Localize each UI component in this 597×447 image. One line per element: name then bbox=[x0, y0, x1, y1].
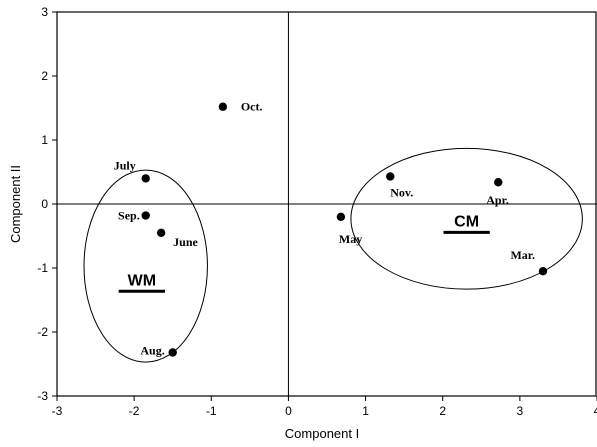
x-tick-label: -2 bbox=[129, 404, 140, 418]
y-tick-label: -1 bbox=[37, 261, 48, 275]
point-label: Oct. bbox=[241, 100, 263, 114]
data-point bbox=[494, 178, 503, 187]
group-label: CM bbox=[454, 213, 479, 230]
data-point bbox=[218, 102, 228, 111]
data-point bbox=[336, 212, 346, 221]
point-label: July bbox=[114, 158, 136, 172]
data-point bbox=[168, 348, 177, 357]
data-point bbox=[141, 211, 150, 220]
y-axis-title: Component II bbox=[8, 165, 23, 243]
point-label: June bbox=[173, 235, 198, 249]
y-tick-label: -3 bbox=[37, 389, 48, 403]
data-point bbox=[156, 228, 166, 237]
y-tick-label: 2 bbox=[41, 69, 48, 83]
point-label: Sep. bbox=[118, 209, 140, 223]
x-axis-title: Component I bbox=[285, 426, 359, 441]
y-tick-label: 3 bbox=[41, 5, 48, 19]
point-label: Apr. bbox=[486, 193, 509, 207]
group-label: WM bbox=[128, 272, 156, 289]
point-label: Nov. bbox=[390, 185, 413, 199]
group-ellipse bbox=[83, 169, 208, 363]
data-point bbox=[538, 267, 548, 276]
y-tick-label: -2 bbox=[37, 325, 48, 339]
x-tick-label: 3 bbox=[517, 404, 524, 418]
x-tick-label: 1 bbox=[362, 404, 369, 418]
point-label: May bbox=[339, 232, 362, 246]
data-point bbox=[141, 174, 150, 183]
x-tick-label: -3 bbox=[52, 404, 63, 418]
y-tick-label: 0 bbox=[41, 197, 48, 211]
x-tick-label: 2 bbox=[439, 404, 446, 418]
point-label: Aug. bbox=[140, 343, 164, 357]
data-point bbox=[386, 172, 395, 181]
y-tick-label: 1 bbox=[41, 133, 48, 147]
x-tick-label: -1 bbox=[206, 404, 217, 418]
point-label: Mar. bbox=[510, 248, 535, 262]
x-tick-label: 4 bbox=[594, 404, 597, 418]
x-tick-label: 0 bbox=[285, 404, 292, 418]
group-ellipse bbox=[350, 147, 583, 290]
